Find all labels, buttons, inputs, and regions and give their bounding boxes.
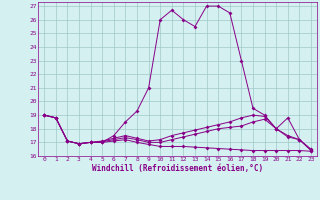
X-axis label: Windchill (Refroidissement éolien,°C): Windchill (Refroidissement éolien,°C) <box>92 164 263 173</box>
